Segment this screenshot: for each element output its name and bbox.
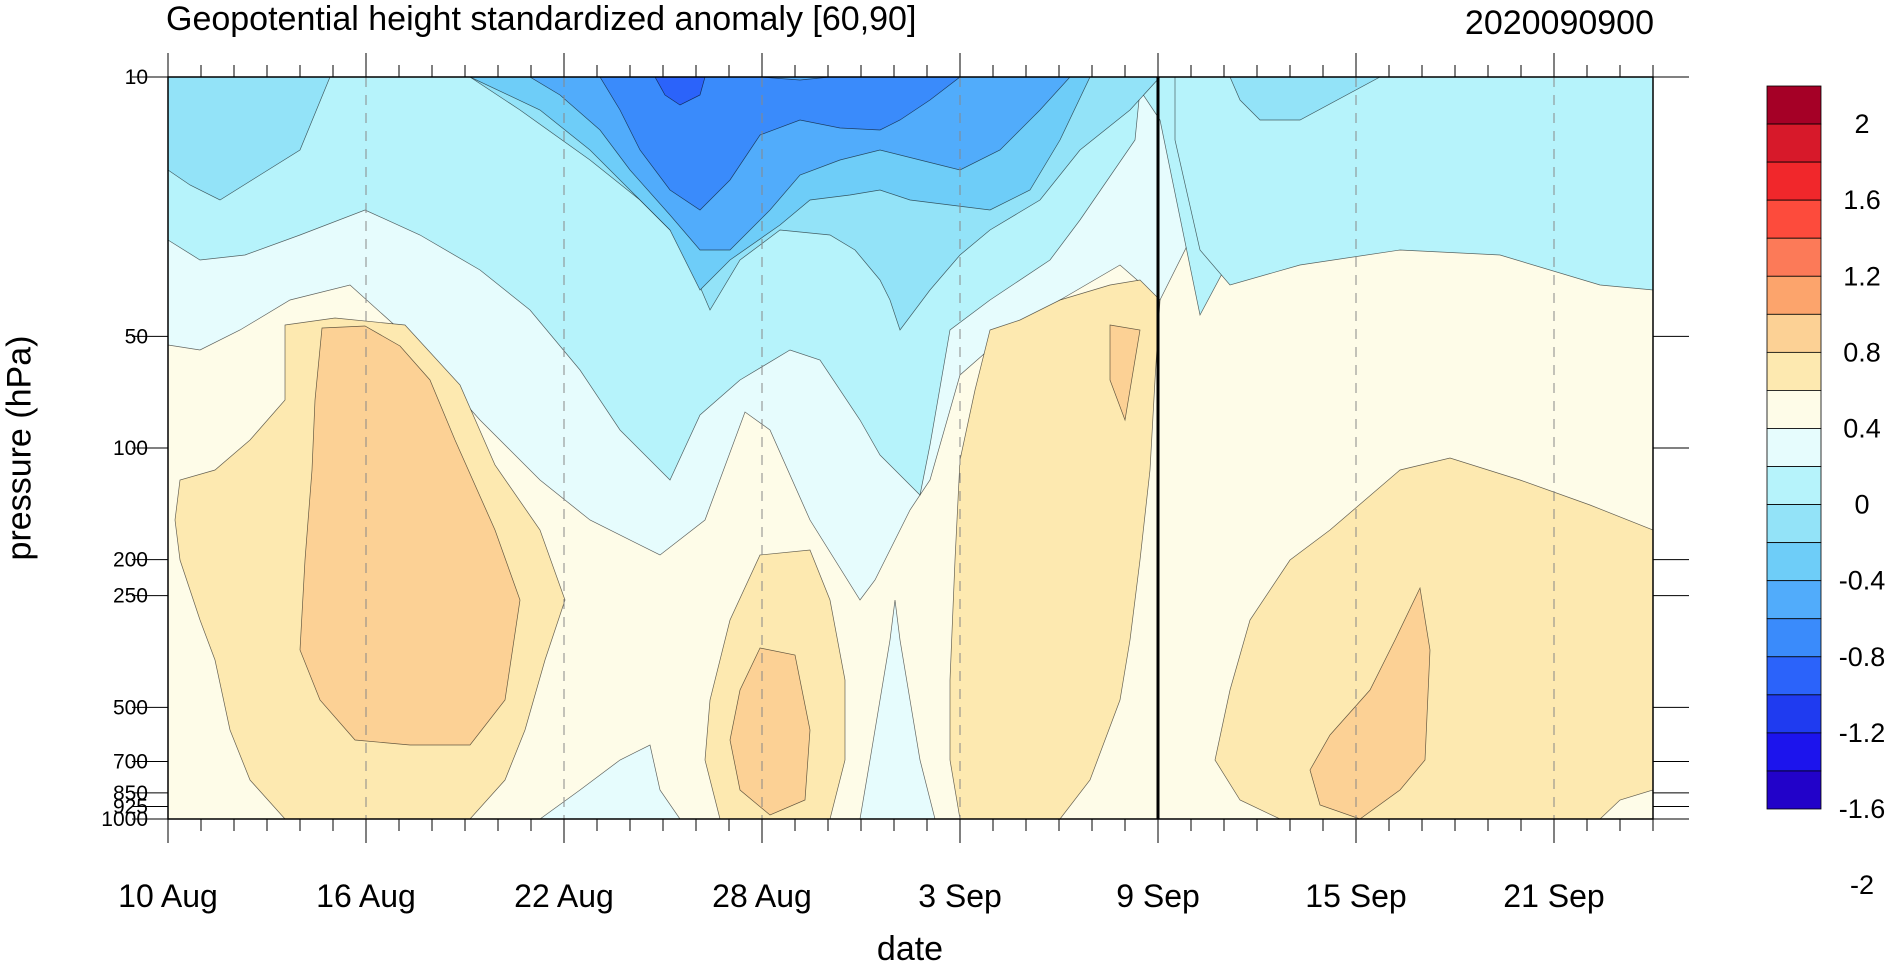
colorbar-box-9 — [1766, 428, 1822, 467]
contour-fill-neg-12 — [599, 77, 961, 211]
colorbar-box-5 — [1766, 275, 1822, 315]
x-tick-label-5: 9 Sep — [1116, 878, 1200, 914]
y-tick-label-5: 500 — [113, 696, 148, 719]
y-tick-label-2: 100 — [113, 437, 148, 460]
x-tick-label-2: 22 Aug — [514, 878, 614, 914]
x-tick-label-7: 21 Sep — [1503, 878, 1604, 914]
y-tick-label-0: 10 — [125, 66, 148, 89]
y-tick-label-4: 250 — [113, 585, 148, 608]
x-tick-label-3: 28 Aug — [712, 878, 812, 914]
x-axis-label: date — [876, 930, 944, 968]
colorbar-label-5: 0 — [1854, 490, 1869, 520]
colorbar-box-3 — [1766, 199, 1822, 239]
x-tick-label-0: 10 Aug — [118, 878, 218, 914]
colorbar-box-10 — [1766, 466, 1822, 505]
colorbar-box-13 — [1766, 580, 1822, 620]
contour-fill-pos-04-c — [1109, 324, 1141, 422]
y-tick-label-9: 1000 — [101, 808, 148, 831]
colorbar-box-2 — [1766, 161, 1822, 201]
contour-fill-neg-lower — [539, 744, 681, 819]
colorbar-box-17 — [1766, 732, 1822, 772]
colorbar-box-12 — [1766, 542, 1822, 582]
axes: 10 Aug 16 Aug 22 Aug 28 Aug 3 Sep 9 Sep 15 Sep… — [101, 53, 1689, 914]
x-tick-label-1: 16 Aug — [316, 878, 416, 914]
colorbar-label-0: 2 — [1854, 109, 1869, 139]
colorbar-label-3: 0.8 — [1843, 337, 1881, 367]
colorbar-box-16 — [1766, 694, 1822, 734]
y-tick-label-6: 700 — [113, 751, 148, 774]
x-tick-label-6: 15 Sep — [1305, 878, 1406, 914]
colorbar-box-7 — [1766, 351, 1822, 391]
colorbar-label-9: -1.6 — [1839, 794, 1886, 824]
colorbar-box-6 — [1766, 313, 1822, 353]
contour-fill-pos-02-c — [949, 279, 1161, 819]
contour-fill-pos-04-d — [1309, 586, 1431, 819]
contour-fill-neg-16 — [654, 77, 706, 106]
colorbar-box-1 — [1766, 123, 1822, 163]
colorbar-label-6: -0.4 — [1839, 566, 1886, 596]
y-tick-label-8: 925 — [113, 795, 148, 818]
colorbar-label-8: -1.2 — [1839, 718, 1886, 748]
y-tick-label-1: 50 — [125, 325, 148, 348]
colorbar-box-14 — [1766, 618, 1822, 658]
colorbar-label-7: -0.8 — [1839, 642, 1886, 672]
contour-fills — [168, 77, 1653, 819]
chart-title: Geopotential height standardized anomaly… — [166, 0, 917, 38]
colorbar-box-11 — [1766, 504, 1822, 544]
x-tick-label-4: 3 Sep — [918, 878, 1002, 914]
colorbar-label-4: 0.4 — [1843, 413, 1881, 443]
contour-fill-pos-04-a — [299, 325, 521, 746]
colorbar-box-15 — [1766, 656, 1822, 696]
colorbar-label-10: -2 — [1850, 870, 1874, 900]
colorbar-box-0 — [1766, 85, 1822, 125]
colorbar-box-18 — [1766, 770, 1822, 810]
contour-fill-neg-right-2 — [1229, 77, 1381, 121]
y-tick-label-7: 850 — [113, 782, 148, 805]
chart-date-stamp: 2020090900 — [1464, 4, 1654, 42]
colorbar-box-4 — [1766, 237, 1822, 277]
y-tick-label-3: 200 — [113, 549, 148, 572]
colorbar-label-2: 1.2 — [1843, 261, 1881, 291]
contour-fill-neg-04 — [168, 77, 1653, 331]
colorbar-label-1: 1.6 — [1843, 185, 1881, 215]
contour-fill-neg-lower-2 — [859, 599, 936, 819]
contour-fill-pos-04-b — [729, 647, 811, 816]
contour-fill-neg-right — [1174, 77, 1653, 291]
colorbar: 2 1.6 1.2 0.8 0.4 0 -0.4 -0.8 -1.2 -1.6 -2 — [1766, 85, 1886, 900]
colorbar-box-8 — [1766, 390, 1822, 429]
contour-fill-pos-02-d — [1214, 457, 1653, 819]
